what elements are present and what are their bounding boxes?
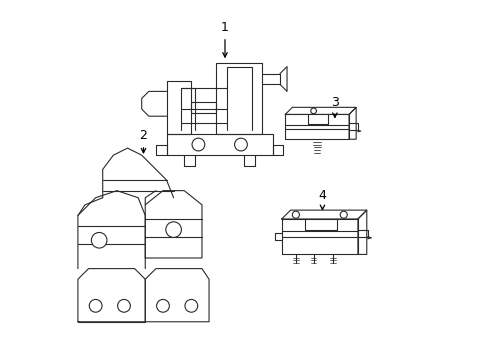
Circle shape — [156, 300, 169, 312]
Circle shape — [184, 300, 197, 312]
Circle shape — [340, 211, 346, 218]
Polygon shape — [285, 107, 355, 114]
Polygon shape — [357, 210, 366, 255]
Circle shape — [310, 108, 316, 114]
Circle shape — [234, 138, 247, 151]
Polygon shape — [216, 63, 262, 134]
Circle shape — [192, 138, 204, 151]
Text: 2: 2 — [139, 129, 147, 153]
Circle shape — [91, 233, 107, 248]
Polygon shape — [281, 210, 366, 219]
Text: 3: 3 — [330, 95, 338, 117]
Circle shape — [89, 300, 102, 312]
Circle shape — [165, 222, 181, 238]
Polygon shape — [272, 145, 283, 155]
Circle shape — [292, 211, 299, 218]
Polygon shape — [145, 191, 202, 258]
Polygon shape — [166, 81, 191, 134]
Polygon shape — [348, 107, 355, 139]
Text: 4: 4 — [318, 189, 326, 210]
Polygon shape — [156, 145, 166, 155]
Polygon shape — [281, 219, 357, 255]
Polygon shape — [166, 134, 272, 155]
Text: 1: 1 — [221, 21, 228, 57]
Polygon shape — [285, 114, 348, 139]
Polygon shape — [191, 102, 216, 113]
Circle shape — [118, 300, 130, 312]
